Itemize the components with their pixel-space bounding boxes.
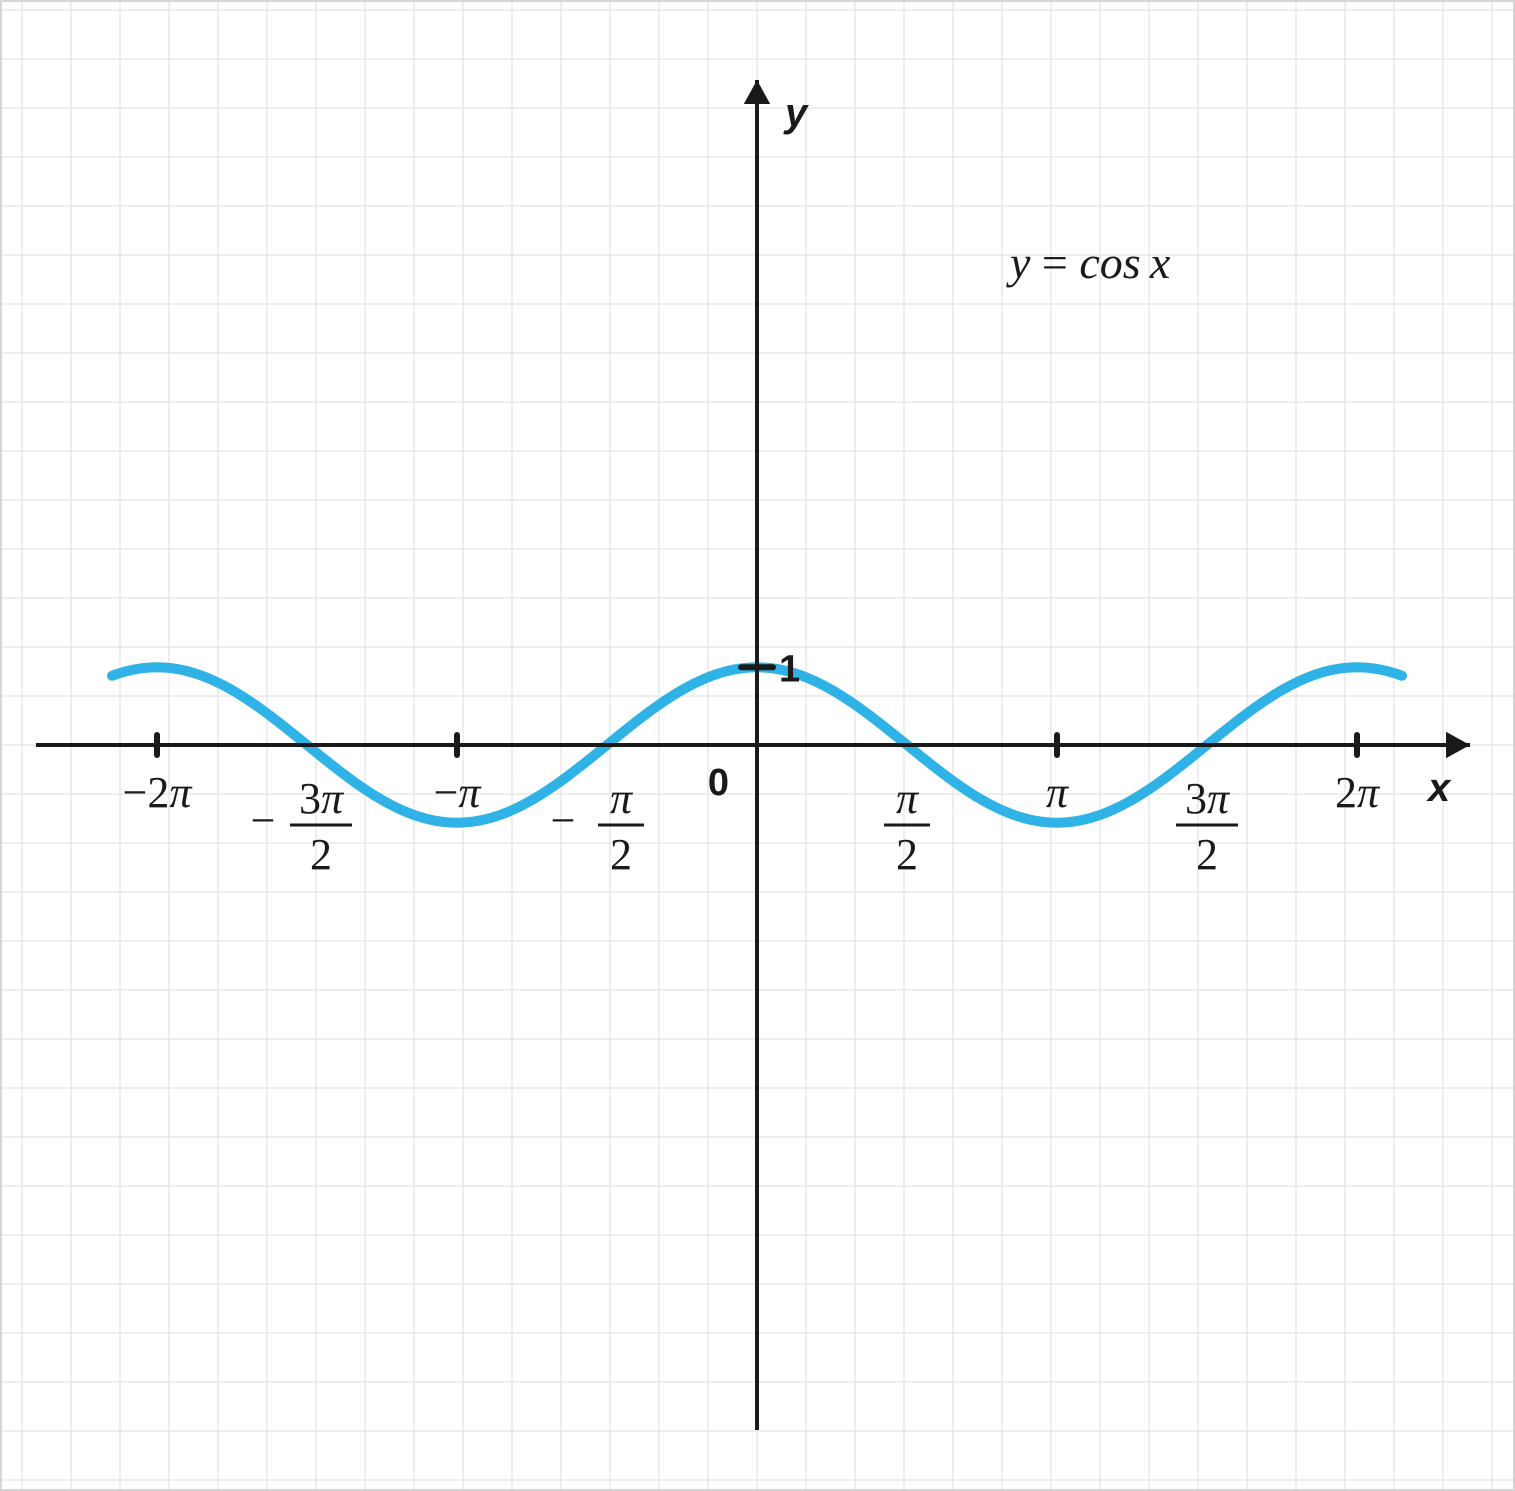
x-tick-label: 2π [1335,768,1381,817]
svg-text:2: 2 [310,830,332,879]
svg-text:π: π [610,774,634,823]
svg-text:π: π [1046,768,1070,817]
svg-text:2π: 2π [1335,768,1381,817]
svg-text:−: − [551,796,576,845]
x-tick-label: −π [434,768,483,817]
chart-svg: yx01−2π−3π2−π−π2π2π3π22πy = cos x [0,0,1515,1491]
svg-text:2: 2 [1196,830,1218,879]
x-tick-label: −2π [123,768,194,817]
svg-text:3π: 3π [1185,774,1231,823]
y-axis-label: y [783,91,809,135]
svg-text:−2π: −2π [123,768,194,817]
x-axis-label: x [1426,766,1452,810]
x-tick-label: π [1046,768,1070,817]
svg-text:−: − [251,796,276,845]
svg-text:2: 2 [610,830,632,879]
cosine-chart: yx01−2π−3π2−π−π2π2π3π22πy = cos x [0,0,1515,1491]
svg-text:−π: −π [434,768,483,817]
svg-text:3π: 3π [299,774,345,823]
svg-text:π: π [896,774,920,823]
origin-label: 0 [708,762,729,804]
function-label: y = cos x [1006,237,1171,288]
svg-text:2: 2 [896,830,918,879]
y-tick-label: 1 [779,648,800,690]
